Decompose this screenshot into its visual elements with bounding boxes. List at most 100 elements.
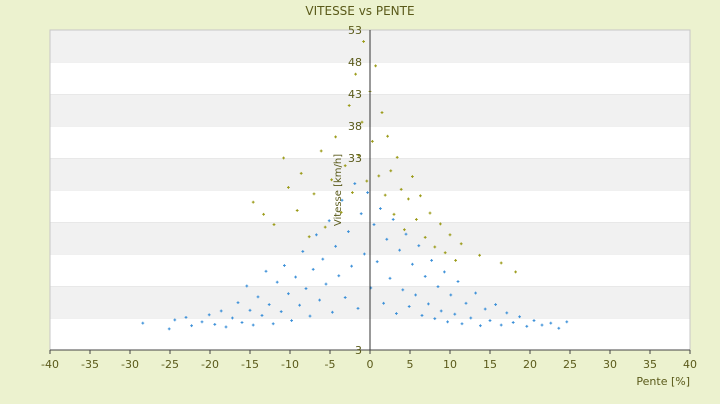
- data-point-olive: [443, 251, 447, 255]
- data-point-blue: [283, 264, 286, 267]
- data-point-blue: [298, 303, 301, 307]
- x-tick-label: -25: [161, 358, 179, 371]
- data-point-blue: [343, 296, 347, 299]
- data-point-blue: [356, 307, 360, 310]
- data-point-blue: [321, 257, 325, 261]
- data-point-blue: [398, 248, 401, 252]
- data-point-blue: [565, 320, 569, 324]
- data-point-olive: [411, 175, 414, 178]
- data-point-olive: [287, 186, 290, 189]
- x-tick-label: 30: [603, 358, 617, 371]
- data-point-blue: [318, 298, 321, 302]
- data-point-blue: [430, 259, 433, 262]
- x-tick-label: 40: [683, 358, 697, 371]
- data-point-blue: [505, 311, 509, 315]
- data-point-blue: [287, 292, 290, 296]
- data-point-blue: [375, 260, 379, 264]
- data-point-olive: [386, 134, 389, 138]
- data-point-blue: [271, 322, 275, 326]
- data-point-blue: [260, 314, 264, 317]
- x-axis-label: Pente [%]: [636, 375, 690, 388]
- data-point-blue: [411, 262, 414, 266]
- data-point-blue: [557, 326, 561, 330]
- y-tick-label: 48: [348, 56, 362, 69]
- data-point-blue: [275, 280, 279, 284]
- data-point-blue: [213, 323, 217, 326]
- data-point-olive: [362, 40, 365, 43]
- data-point-olive: [343, 164, 347, 168]
- data-point-blue: [207, 313, 211, 317]
- data-point-olive: [392, 212, 396, 216]
- data-point-olive: [262, 212, 265, 216]
- data-point-olive: [319, 149, 323, 153]
- data-point-olive: [380, 111, 384, 114]
- data-point-olive: [251, 200, 255, 204]
- x-tick-label: 15: [483, 358, 497, 371]
- data-point-olive: [330, 178, 333, 182]
- data-point-blue: [334, 244, 337, 248]
- data-point-blue: [359, 212, 363, 216]
- data-point-blue: [417, 244, 421, 248]
- data-point-blue: [385, 237, 389, 241]
- data-point-olive: [448, 233, 452, 237]
- data-point-olive: [360, 120, 364, 124]
- data-point-blue: [173, 318, 177, 322]
- x-tick-label: -15: [241, 358, 259, 371]
- x-tick-label: -10: [281, 358, 299, 371]
- data-point-olive: [339, 211, 343, 214]
- data-point-olive: [459, 242, 463, 246]
- y-tick-label: 3: [355, 344, 362, 357]
- data-point-olive: [307, 235, 311, 239]
- x-tick-label: 0: [367, 358, 374, 371]
- data-point-blue: [488, 319, 492, 322]
- data-point-blue: [167, 327, 171, 331]
- data-point-blue: [532, 319, 536, 322]
- data-point-olive: [403, 228, 406, 232]
- data-point-blue: [337, 274, 341, 278]
- data-point-olive: [395, 155, 399, 159]
- data-point-blue: [324, 282, 328, 286]
- data-point-blue: [456, 280, 460, 283]
- y-axis-label: Vitesse [km/h]: [333, 154, 344, 226]
- data-point-blue: [190, 324, 193, 328]
- data-point-blue: [236, 301, 240, 305]
- data-point-blue: [388, 276, 392, 280]
- data-point-olive: [419, 194, 422, 198]
- data-point-olive: [399, 187, 403, 191]
- data-point-olive: [423, 235, 427, 239]
- data-point-olive: [323, 225, 327, 229]
- data-point-blue: [499, 323, 503, 327]
- data-point-blue: [279, 310, 283, 313]
- data-point-olive: [347, 104, 351, 107]
- data-point-olive: [299, 171, 303, 175]
- data-point-blue: [449, 293, 453, 297]
- data-point-blue: [494, 303, 497, 306]
- data-point-olive: [312, 192, 316, 196]
- data-point-blue: [256, 295, 260, 299]
- data-point-blue: [518, 315, 521, 319]
- data-point-olive: [365, 179, 369, 183]
- data-point-blue: [141, 321, 145, 325]
- data-point-blue: [315, 233, 318, 237]
- data-point-olive: [433, 245, 437, 249]
- data-point-blue: [363, 252, 366, 256]
- data-point-blue: [331, 310, 334, 314]
- data-point-blue: [347, 230, 350, 233]
- data-point-blue: [379, 207, 382, 210]
- data-point-olive: [428, 211, 432, 215]
- data-point-blue: [304, 287, 308, 290]
- data-point-olive: [371, 139, 374, 143]
- data-point-blue: [294, 275, 297, 279]
- data-point-blue: [443, 270, 446, 274]
- y-tick-label: 38: [348, 120, 362, 133]
- data-point-olive: [389, 169, 393, 173]
- data-point-blue: [248, 308, 252, 312]
- data-point-blue: [301, 250, 305, 253]
- data-point-blue: [395, 312, 398, 315]
- data-point-olive: [407, 197, 410, 201]
- data-point-olive: [377, 174, 381, 178]
- data-point-olive: [272, 223, 276, 226]
- data-point-blue: [407, 305, 411, 308]
- x-tick-label: -20: [201, 358, 219, 371]
